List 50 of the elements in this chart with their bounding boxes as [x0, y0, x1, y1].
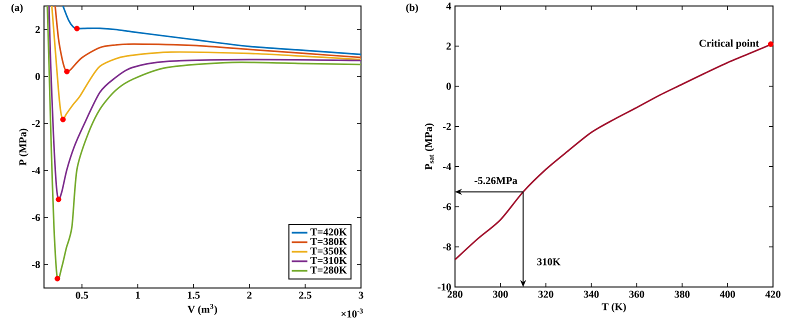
y-tick-label: -8	[32, 260, 40, 268]
chart-title: (b)	[406, 4, 418, 14]
annotation: -5.26MPa	[474, 177, 518, 184]
legend-label: T=310K	[310, 257, 347, 264]
y-tick-label: -8	[442, 243, 451, 250]
y-tick-label: 2	[36, 26, 40, 33]
x-tick-label: 1	[136, 292, 140, 299]
point	[56, 196, 62, 202]
line-series	[46, 6, 362, 280]
point	[60, 116, 66, 122]
x-tick-label: 360	[629, 290, 644, 298]
x-tick-label: 300	[492, 290, 508, 298]
y-axis-title: P (MPa)	[18, 128, 28, 166]
chart-title: (a)	[11, 4, 23, 14]
y-tick-label: 4	[446, 2, 452, 10]
x-tick-label: 320	[538, 290, 554, 298]
x-tick-label: 280	[448, 290, 462, 298]
x-axis-title: V (m$^{3}$)	[188, 304, 218, 315]
x-tick-label: 1.5	[188, 292, 200, 299]
legend-label: T=420K	[310, 228, 347, 236]
point	[54, 276, 60, 282]
y-tick-label: 2	[446, 42, 451, 50]
y-tick-label: 0	[35, 72, 40, 80]
annotation: Critical point	[699, 39, 760, 49]
x-tick-label: 340	[584, 290, 599, 298]
x-axis-title: T (K)	[602, 302, 626, 312]
y-tick-label: -6	[442, 203, 452, 210]
x-tick-label: 420	[765, 290, 780, 298]
y-tick-label: 0	[446, 82, 451, 90]
y-tick-label: -4	[32, 167, 40, 174]
point	[64, 68, 70, 74]
x-tick-label: 400	[720, 290, 736, 298]
y-tick-label: -2	[442, 122, 451, 130]
x-tick-label: 2	[247, 292, 252, 299]
x-tick-label: 2.5	[299, 292, 312, 299]
y-tick-label: -4	[442, 163, 452, 170]
y-tick-label: -2	[32, 120, 40, 127]
y-axis-title: P$_{sat}$ (MPa)	[424, 124, 434, 170]
y-tick-label: -6	[32, 214, 40, 222]
x-tick-label: 0.5	[76, 292, 88, 299]
legend-label: T=380K	[310, 238, 347, 246]
y-tick-label: -10	[438, 283, 451, 291]
legend-label: T=280K	[310, 266, 347, 274]
annotation: 310K	[537, 258, 561, 266]
x-tick-label: 3	[358, 292, 364, 299]
line-series	[62, 6, 362, 56]
x-tick-label: 380	[674, 290, 690, 298]
legend-label: T=350K	[310, 247, 347, 255]
text: ×10$^{-3}$	[341, 308, 363, 318]
point	[74, 26, 80, 32]
